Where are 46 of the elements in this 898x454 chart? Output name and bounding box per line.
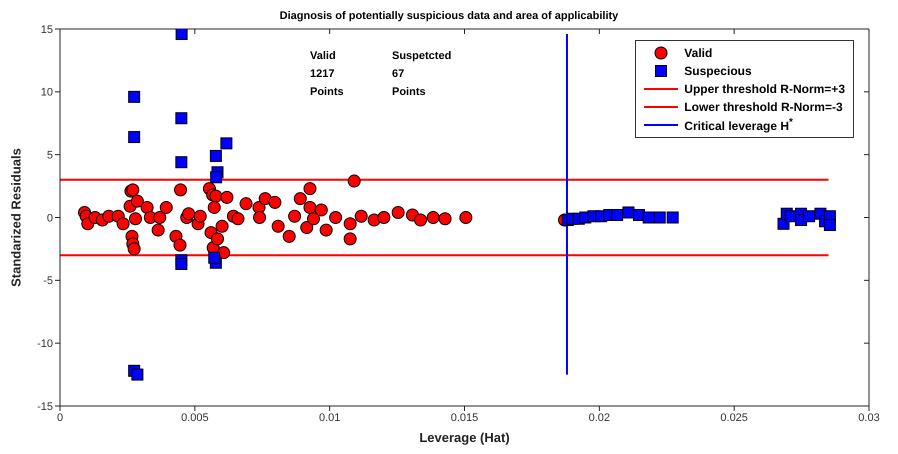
y-tick-label: 0 (46, 212, 53, 224)
point (654, 212, 666, 224)
x-tick-label: 0.005 (181, 412, 209, 424)
y-tick-label: 10 (40, 86, 53, 99)
annotation: 1217 (310, 68, 334, 80)
point (622, 206, 634, 218)
y-tick-label: 15 (40, 24, 53, 36)
legend-label: Critical leverage H$^{*}$ (684, 117, 793, 133)
point (175, 112, 188, 124)
point (220, 137, 232, 150)
x-tick-label: 0.025 (720, 412, 748, 424)
point (176, 29, 188, 40)
legend-label: Upper threshold R-Norm=+3 (684, 82, 845, 96)
y-tick-label: -10 (37, 338, 53, 350)
point (210, 171, 222, 184)
y-tick-label: -5 (43, 275, 53, 288)
annotation: Points (392, 86, 426, 98)
x-tick-label: 0.02 (588, 412, 610, 424)
point (175, 156, 188, 168)
annotation: 67 (392, 68, 404, 80)
x-tick-label: 0.03 (858, 412, 880, 424)
x-axis-title: Leverage (Hat) (419, 430, 510, 445)
legend-label: Lower threshold R-Norm=-3 (684, 100, 843, 114)
point (208, 252, 220, 264)
point (128, 90, 140, 103)
x-tick-label: 0.015 (450, 412, 478, 424)
x-tick-label: 0 (56, 412, 64, 424)
y-tick-label: 5 (46, 150, 53, 162)
point (824, 219, 836, 232)
point (611, 208, 624, 221)
point (666, 212, 679, 224)
legend-label: Suspecious (684, 64, 752, 78)
y-axis-title: Standarized Residuals (8, 148, 24, 287)
x-tick-label: 0.01 (318, 412, 340, 424)
annotation: Valid (310, 50, 336, 62)
point (210, 150, 222, 162)
point (128, 131, 140, 144)
annotation: Points (310, 86, 344, 98)
point (642, 212, 655, 224)
point (175, 258, 188, 270)
annotation: Suspetcted (392, 50, 452, 62)
legend-label: Valid (684, 46, 712, 60)
y-tick-label: -15 (37, 400, 53, 413)
point (803, 210, 816, 222)
chart-title: Diagnosis of potentially suspicious data and area of applicability (278, 10, 620, 22)
point (131, 368, 144, 381)
